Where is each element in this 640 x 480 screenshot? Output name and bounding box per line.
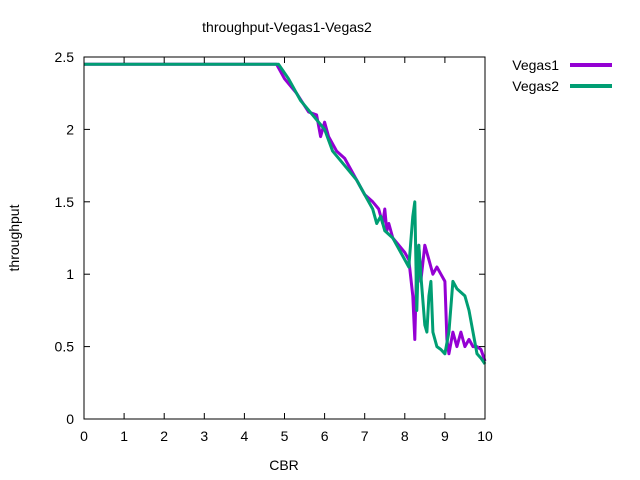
y-tick-label: 1.5 xyxy=(55,194,75,210)
legend-label-vegas2: Vegas2 xyxy=(512,78,559,94)
series-line-vegas2 xyxy=(84,62,487,365)
y-axis-label: throughput xyxy=(6,204,22,271)
y-tick-label: 1 xyxy=(66,266,74,282)
y-tick-label: 2 xyxy=(66,121,74,137)
legend: Vegas1 Vegas2 xyxy=(512,57,612,94)
x-tick-label: 1 xyxy=(120,428,128,444)
y-tick-label: 2.5 xyxy=(55,49,75,65)
x-tick-label: 0 xyxy=(80,428,88,444)
x-tick-label: 8 xyxy=(401,428,409,444)
x-axis-label: CBR xyxy=(269,457,299,473)
y-tick-label: 0 xyxy=(66,411,74,427)
legend-label-vegas1: Vegas1 xyxy=(512,57,559,73)
x-tick-label: 2 xyxy=(160,428,168,444)
x-tick-label: 9 xyxy=(441,428,449,444)
x-axis-ticks: 0 1 2 3 4 5 6 7 8 9 10 xyxy=(80,57,493,444)
chart-title: throughput-Vegas1-Vegas2 xyxy=(202,19,372,35)
y-tick-label: 0.5 xyxy=(55,339,75,355)
x-tick-label: 10 xyxy=(477,428,493,444)
plot-frame xyxy=(83,56,486,420)
plot-series xyxy=(84,62,487,365)
x-tick-label: 4 xyxy=(241,428,249,444)
y-axis-ticks: 0 0.5 1 1.5 2 2.5 xyxy=(55,49,485,427)
x-tick-label: 6 xyxy=(321,428,329,444)
x-tick-label: 3 xyxy=(200,428,208,444)
x-tick-label: 5 xyxy=(281,428,289,444)
x-tick-label: 7 xyxy=(361,428,369,444)
